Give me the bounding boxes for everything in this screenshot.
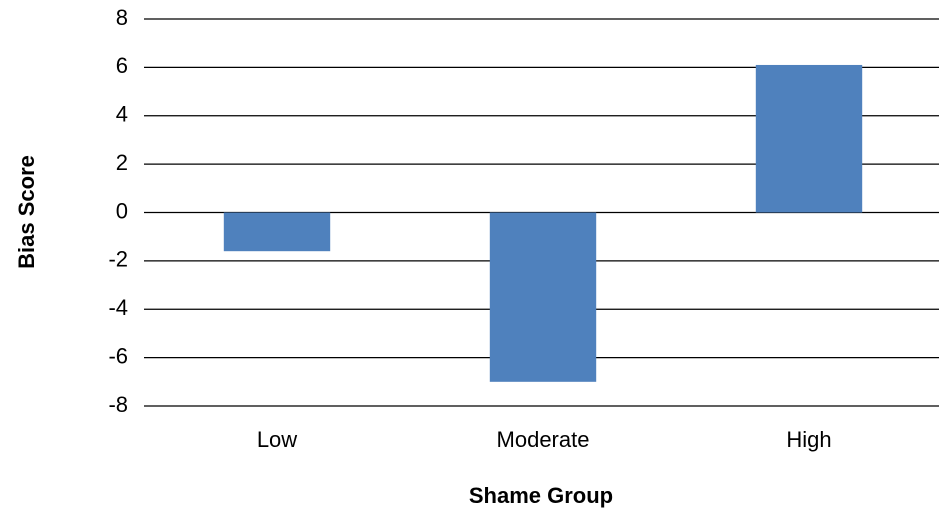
y-axis-title: Bias Score <box>14 155 39 269</box>
x-tick-label: High <box>786 427 831 452</box>
y-tick-label: -6 <box>108 343 128 368</box>
x-axis-title: Shame Group <box>469 483 613 508</box>
x-tick-label: Moderate <box>497 427 590 452</box>
y-tick-label: 6 <box>116 53 128 78</box>
y-tick-label: -2 <box>108 247 128 272</box>
bar <box>489 212 597 382</box>
y-tick-label: 4 <box>116 102 128 127</box>
y-tick-label: -8 <box>108 392 128 417</box>
y-tick-label: 0 <box>116 198 128 223</box>
y-tick-label: 2 <box>116 150 128 175</box>
y-tick-label: -4 <box>108 295 128 320</box>
bar <box>223 212 331 252</box>
y-tick-label: 8 <box>116 5 128 30</box>
x-tick-label: Low <box>257 427 297 452</box>
bar <box>755 64 863 213</box>
